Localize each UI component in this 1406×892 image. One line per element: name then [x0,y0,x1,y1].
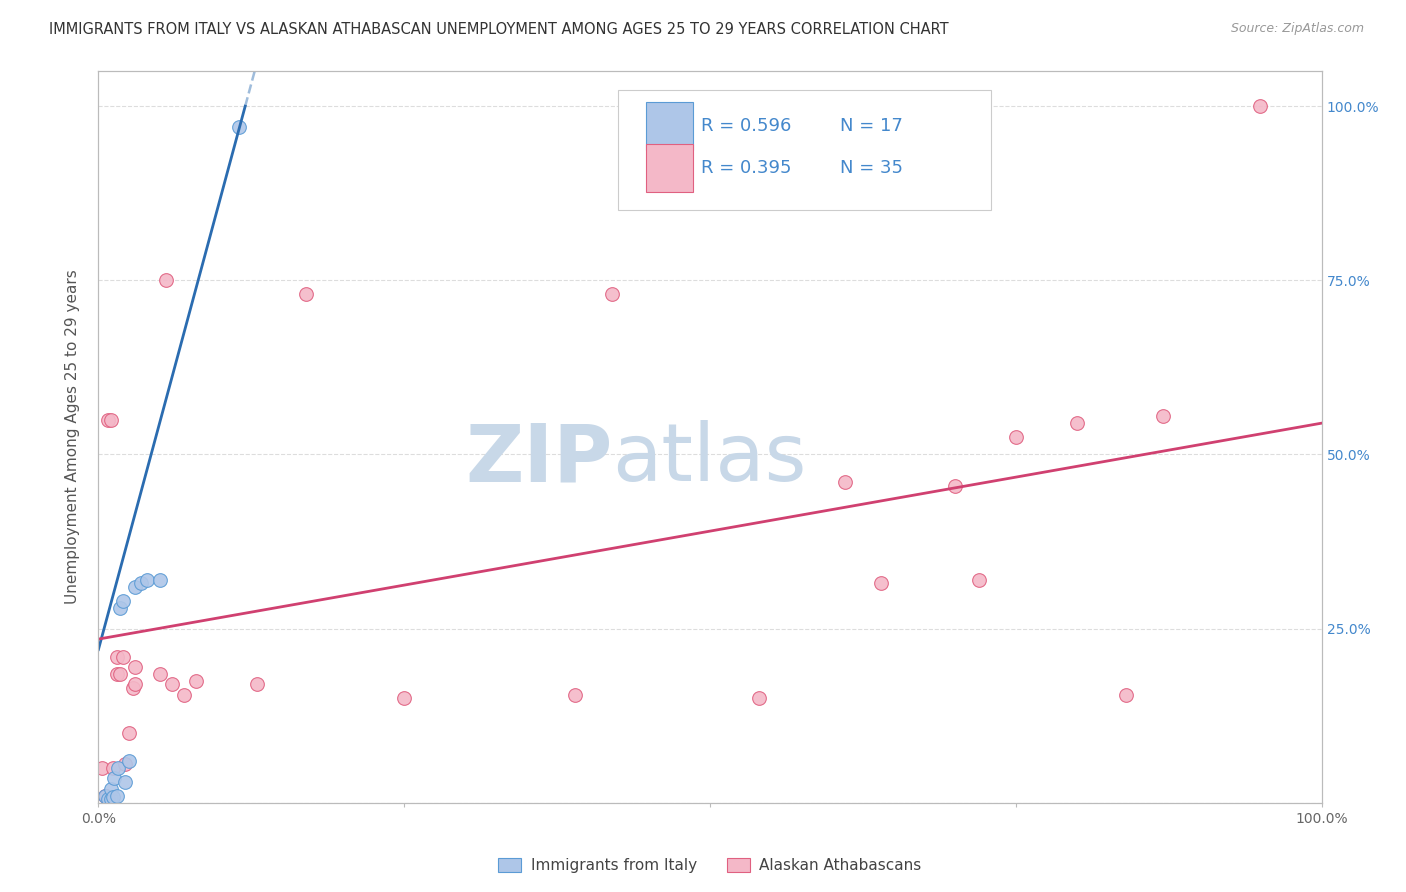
Point [149,573,172,587]
Text: atlas: atlas [612,420,807,498]
Point [111,649,134,664]
Point [105,667,128,681]
Point [110,667,132,681]
Point [118,726,141,740]
Point [103,772,125,786]
Point [228,120,250,134]
Point [129,576,152,591]
Point [124,660,146,674]
Text: N = 35: N = 35 [839,159,903,177]
Point [114,775,136,789]
Point [107,761,129,775]
Point [136,573,159,587]
Text: R = 0.395: R = 0.395 [702,159,792,177]
Point [246,677,269,691]
Point [97,792,120,806]
Point [100,412,122,426]
Point [93,789,115,803]
Point [94,789,117,803]
Text: IMMIGRANTS FROM ITALY VS ALASKAN ATHABASCAN UNEMPLOYMENT AMONG AGES 25 TO 29 YEA: IMMIGRANTS FROM ITALY VS ALASKAN ATHABAS… [49,22,949,37]
Point [93,789,115,803]
Legend: Immigrants from Italy, Alaskan Athabascans: Immigrants from Italy, Alaskan Athabasca… [492,852,928,880]
Point [1004,430,1026,444]
Point [186,673,208,688]
Point [967,573,990,587]
Text: N = 17: N = 17 [839,117,903,136]
Point [834,475,856,490]
Point [105,649,128,664]
Point [1115,688,1137,702]
Point [748,691,770,706]
FancyBboxPatch shape [647,103,693,150]
Point [100,781,122,796]
Point [114,757,136,772]
Point [101,790,124,805]
Y-axis label: Unemployment Among Ages 25 to 29 years: Unemployment Among Ages 25 to 29 years [65,269,80,605]
Point [110,600,132,615]
Point [105,789,128,803]
Point [392,691,416,706]
Point [149,667,172,681]
Point [173,688,195,702]
Text: Source: ZipAtlas.com: Source: ZipAtlas.com [1230,22,1364,36]
Point [1066,416,1088,430]
Text: ZIP: ZIP [465,420,612,498]
Point [121,681,143,695]
FancyBboxPatch shape [647,145,693,192]
Point [124,677,146,691]
Point [564,688,586,702]
Point [943,479,966,493]
Point [91,761,114,775]
Point [111,594,134,608]
FancyBboxPatch shape [619,90,991,211]
Point [1152,409,1174,424]
Point [101,761,124,775]
Point [155,273,177,287]
Point [118,754,141,768]
Point [100,792,122,806]
Point [1249,99,1271,113]
Point [870,576,893,591]
Point [600,287,623,301]
Point [295,287,318,301]
Point [97,412,120,426]
Point [160,677,183,691]
Point [124,580,146,594]
Text: R = 0.596: R = 0.596 [702,117,792,136]
